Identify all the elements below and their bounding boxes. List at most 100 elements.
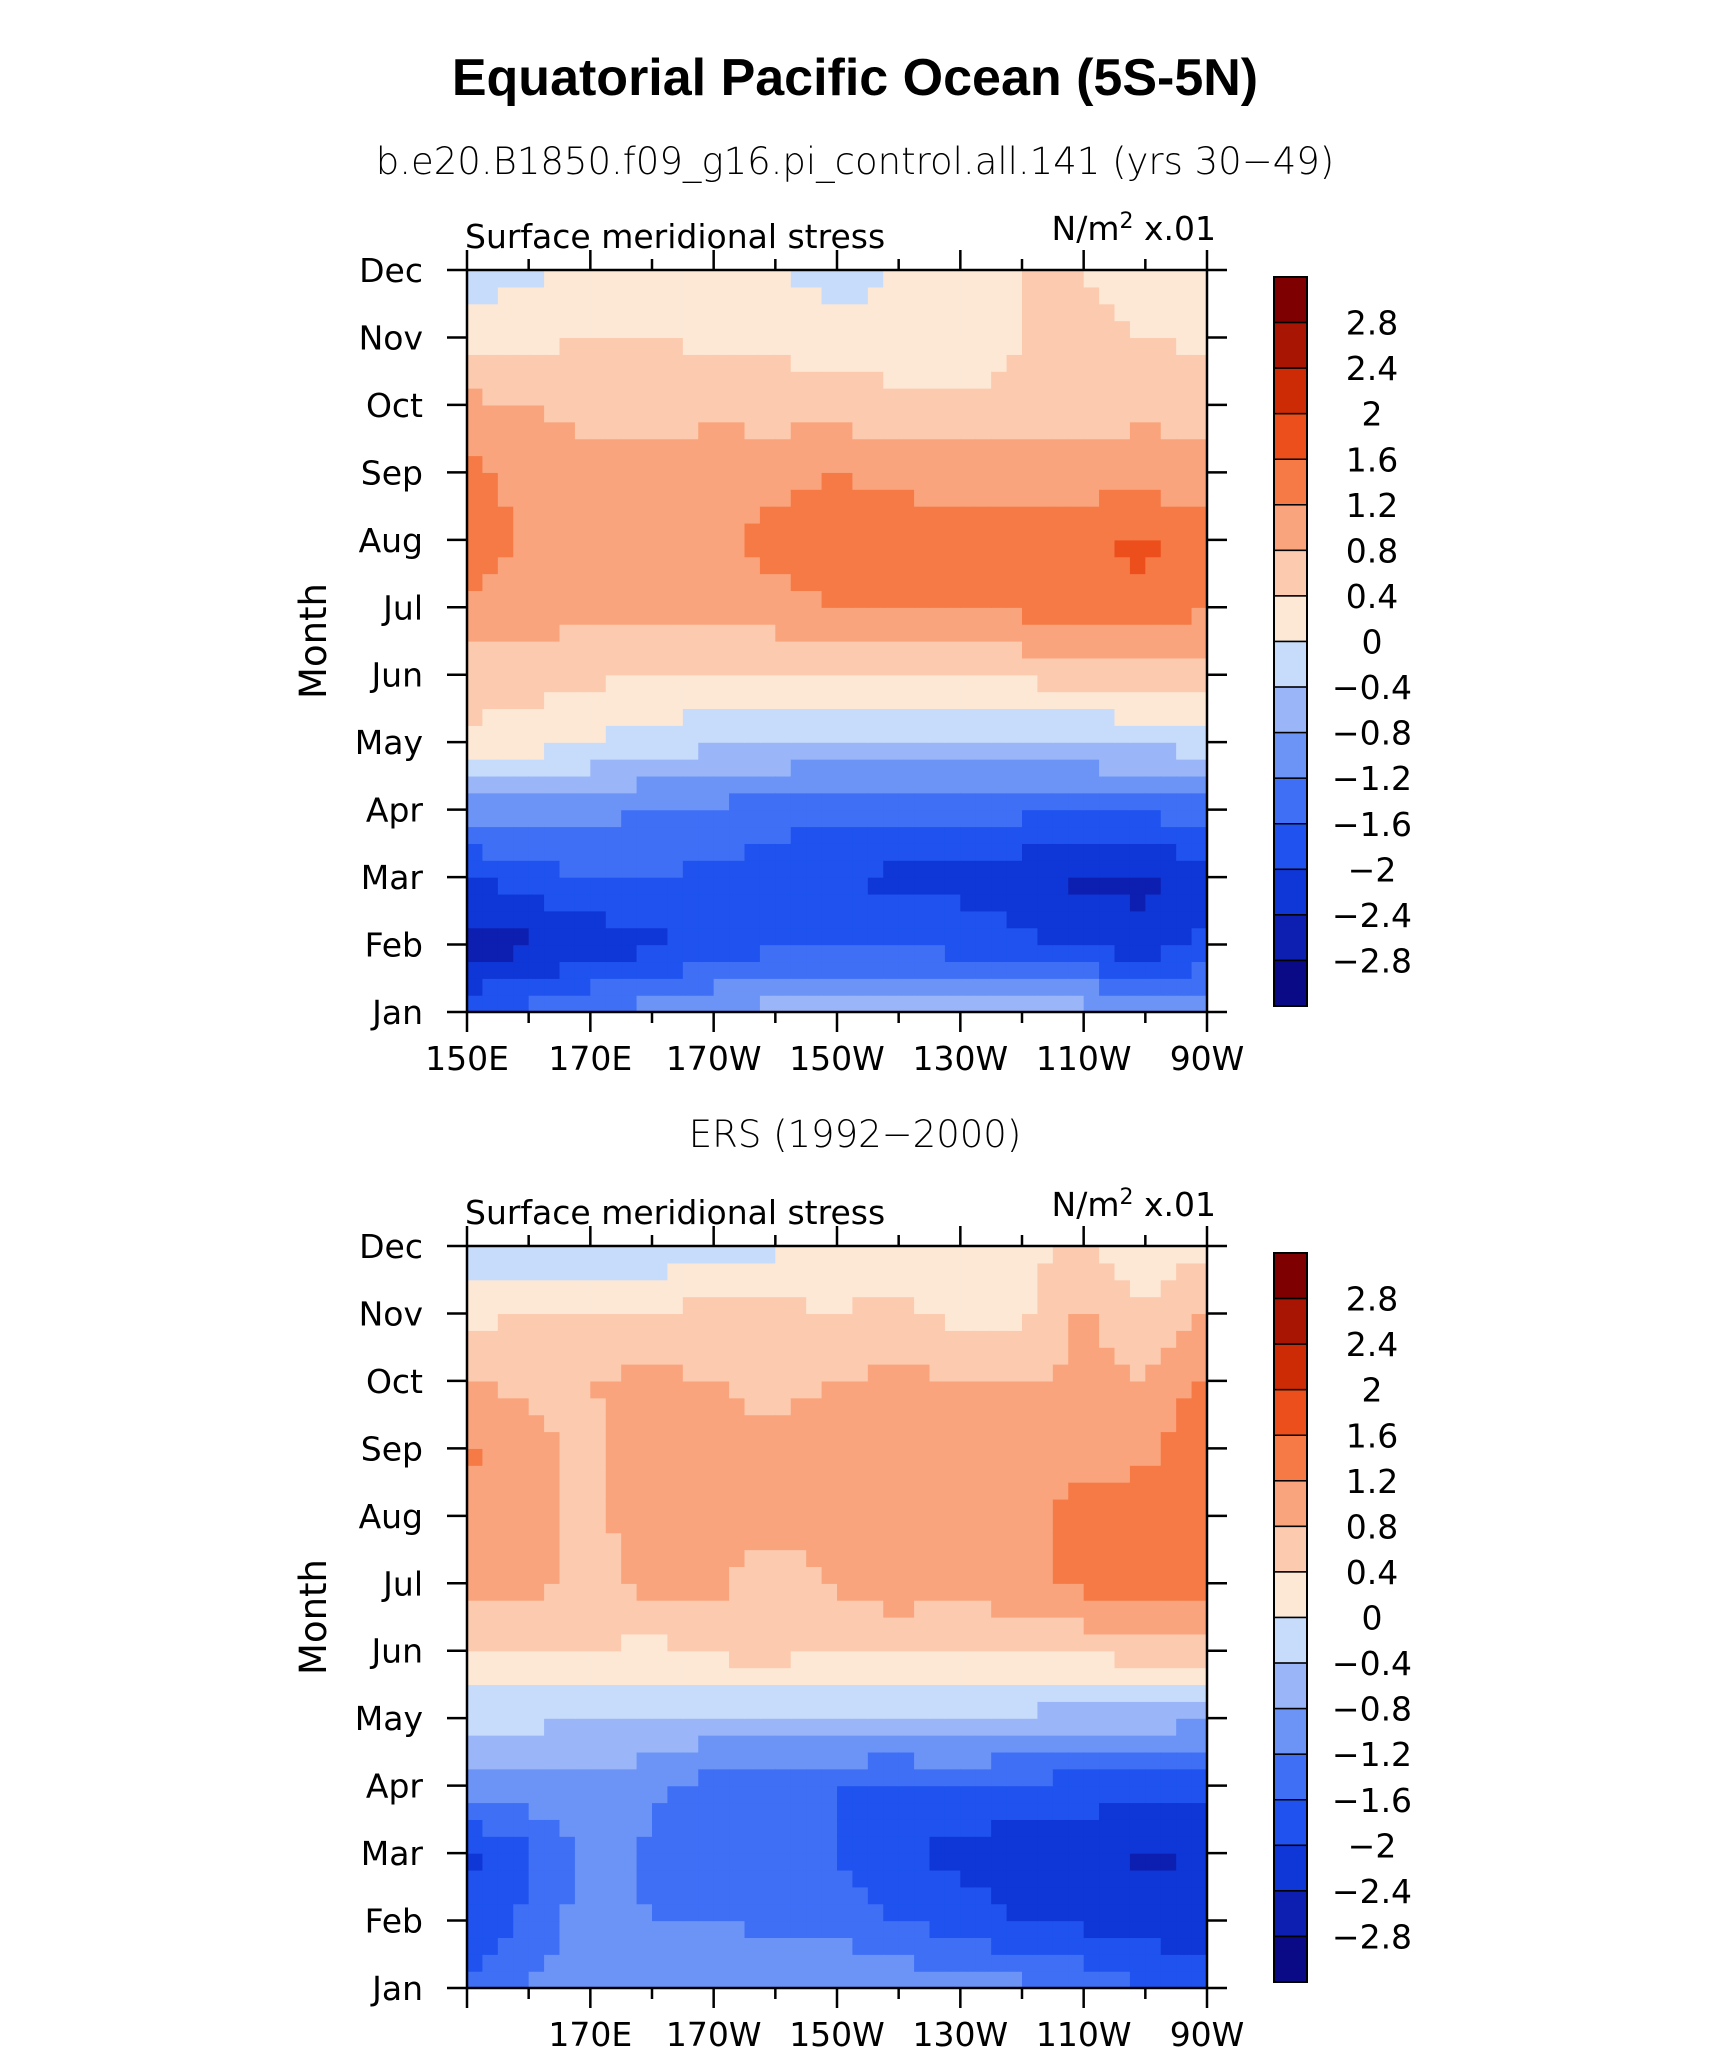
field-cell xyxy=(837,877,854,895)
field-cell xyxy=(605,826,622,844)
field-cell xyxy=(713,1853,730,1871)
field-cell xyxy=(605,1937,622,1955)
field-cell xyxy=(467,1397,484,1416)
field-cell xyxy=(1083,1785,1100,1804)
field-cell xyxy=(652,893,669,912)
field-cell xyxy=(837,1836,854,1854)
field-cell xyxy=(960,1364,977,1382)
field-cell xyxy=(1191,708,1207,726)
field-cell xyxy=(821,961,838,979)
field-cell xyxy=(1006,1617,1023,1635)
field-cell xyxy=(1129,1347,1146,1365)
field-cell xyxy=(790,843,807,861)
field-cell xyxy=(1068,1262,1085,1281)
field-cell xyxy=(1037,1633,1054,1652)
field-cell xyxy=(729,1802,746,1820)
field-cell xyxy=(1052,792,1069,811)
field-cell xyxy=(1191,1431,1207,1449)
field-cell xyxy=(991,742,1008,760)
field-cell xyxy=(682,843,699,861)
field-cell xyxy=(574,1549,591,1568)
field-cell xyxy=(975,1549,992,1568)
field-cell xyxy=(1022,1802,1039,1820)
field-cell xyxy=(467,759,484,777)
field-cell xyxy=(1145,1684,1162,1702)
field-cell xyxy=(1160,1937,1177,1955)
field-cell xyxy=(944,1465,961,1483)
field-cell xyxy=(759,944,776,963)
colorbar-box xyxy=(1273,1480,1308,1528)
field-cell xyxy=(652,438,669,457)
field-cell xyxy=(1145,1735,1162,1753)
field-cell xyxy=(1145,1364,1162,1382)
field-cell xyxy=(559,1785,576,1804)
field-cell xyxy=(759,1684,776,1702)
field-cell xyxy=(991,775,1008,794)
field-cell xyxy=(667,1347,684,1365)
field-cell xyxy=(482,1869,499,1888)
field-cell xyxy=(652,1751,669,1770)
field-cell xyxy=(806,1279,823,1298)
field-cell xyxy=(929,1650,946,1669)
field-cell xyxy=(682,1735,699,1753)
field-cell xyxy=(590,1330,607,1348)
field-cell xyxy=(960,657,977,676)
field-cell xyxy=(775,742,792,760)
field-cell xyxy=(806,1498,823,1517)
field-cell xyxy=(1006,1414,1023,1433)
field-cell xyxy=(944,1785,961,1804)
field-cell xyxy=(513,1600,530,1618)
field-cell xyxy=(806,775,823,794)
field-cell xyxy=(837,708,854,726)
field-cell xyxy=(929,1515,946,1534)
field-cell xyxy=(1083,1633,1100,1652)
field-cell xyxy=(929,1532,946,1551)
field-cell xyxy=(713,1954,730,1972)
field-cell xyxy=(1191,1583,1207,1601)
field-cell xyxy=(1052,1431,1069,1449)
field-cell xyxy=(1068,455,1085,473)
field-cell xyxy=(898,1819,915,1837)
field-cell xyxy=(1129,1836,1146,1854)
field-cell xyxy=(1176,759,1193,777)
field-cell xyxy=(590,674,607,693)
field-cell xyxy=(898,843,915,861)
field-cell xyxy=(1068,1566,1085,1584)
field-cell xyxy=(1099,1617,1116,1635)
field-cell xyxy=(528,539,545,558)
field-cell xyxy=(574,843,591,861)
field-cell xyxy=(605,337,622,355)
field-cell xyxy=(1160,421,1177,440)
field-cell xyxy=(467,877,484,895)
field-cell xyxy=(944,624,961,642)
field-cell xyxy=(682,1380,699,1399)
field-cell xyxy=(1114,860,1131,878)
field-cell xyxy=(1099,1583,1116,1601)
field-cell xyxy=(960,522,977,541)
field-cell xyxy=(1114,826,1131,844)
field-cell xyxy=(559,1971,576,1988)
field-cell xyxy=(1068,1246,1085,1264)
field-cell xyxy=(744,792,761,811)
field-cell xyxy=(790,438,807,457)
field-cell xyxy=(944,1431,961,1449)
field-cell xyxy=(528,1397,545,1416)
field-cell xyxy=(1068,1768,1085,1787)
field-cell xyxy=(759,1498,776,1517)
field-cell xyxy=(1145,1600,1162,1618)
field-cell xyxy=(852,1785,869,1804)
field-cell xyxy=(729,388,746,406)
field-cell xyxy=(1052,1937,1069,1955)
field-cell xyxy=(1145,674,1162,693)
field-cell xyxy=(898,506,915,524)
field-cell xyxy=(991,1498,1008,1517)
field-cell xyxy=(1176,1532,1193,1551)
field-cell xyxy=(821,1937,838,1955)
field-cell xyxy=(1052,1954,1069,1972)
field-cell xyxy=(713,944,730,963)
field-cell xyxy=(1129,1364,1146,1382)
field-cell xyxy=(1145,978,1162,996)
field-cell xyxy=(528,573,545,592)
field-cell xyxy=(652,775,669,794)
field-cell xyxy=(1083,860,1100,878)
